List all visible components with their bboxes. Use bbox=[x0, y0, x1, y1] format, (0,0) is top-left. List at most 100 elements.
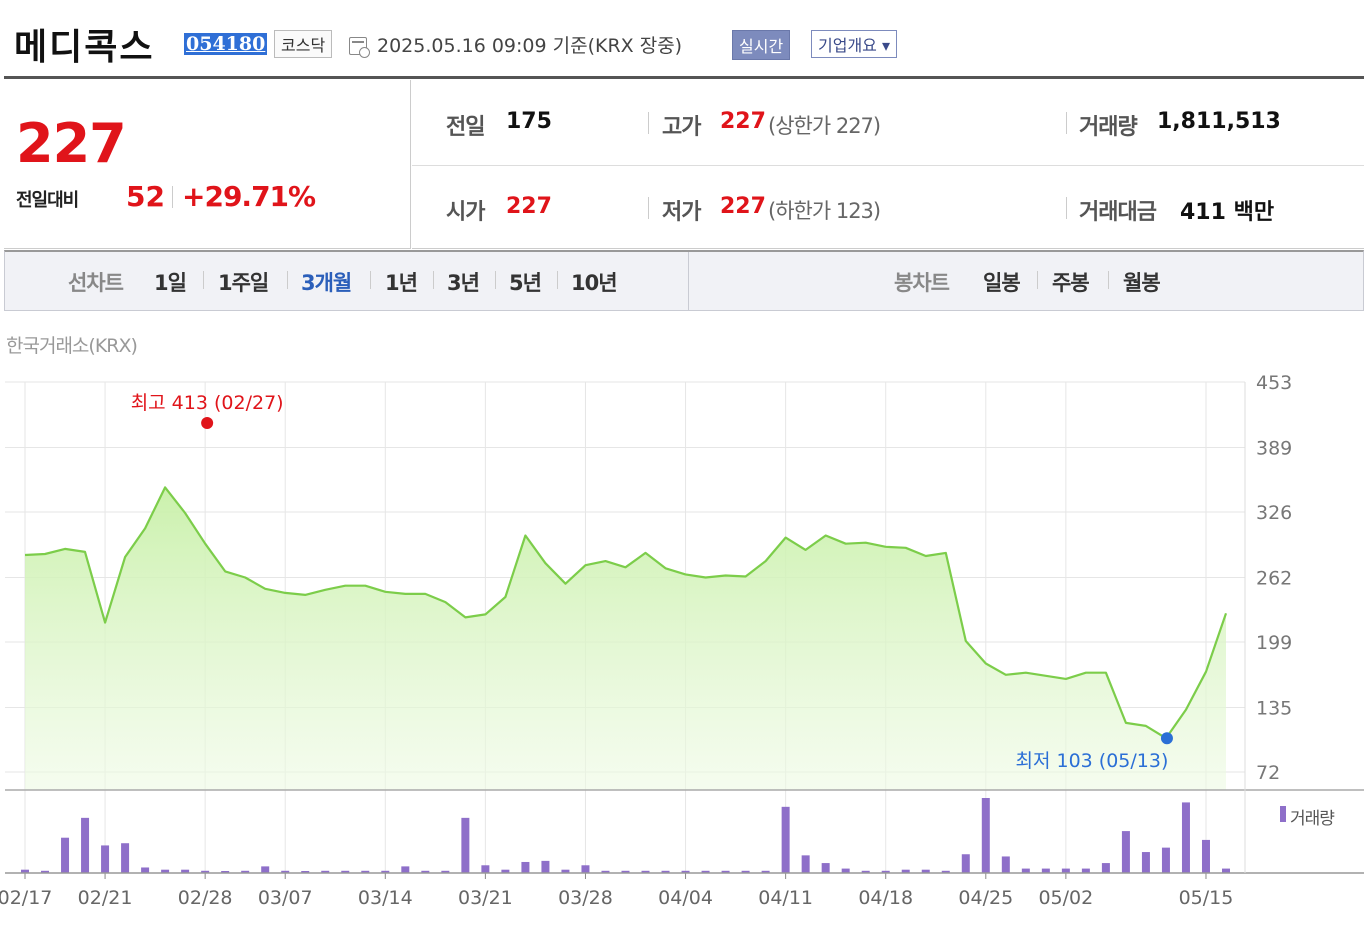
volume-bar bbox=[1141, 852, 1150, 873]
x-tick-label: 05/02 bbox=[1038, 887, 1093, 909]
divider bbox=[370, 271, 371, 289]
high-marker bbox=[201, 416, 214, 429]
tab-candle-daily[interactable]: 일봉 bbox=[983, 271, 1021, 295]
prev-close-value: 175 bbox=[506, 109, 552, 134]
volume-bar bbox=[81, 817, 90, 873]
calendar-clock-icon bbox=[349, 37, 370, 58]
volume-bar bbox=[861, 870, 870, 873]
tab-period-3m[interactable]: 3개월 bbox=[301, 271, 352, 295]
volume-bar bbox=[781, 806, 790, 873]
volume-legend-swatch bbox=[1280, 806, 1286, 822]
volume-bar bbox=[381, 870, 390, 873]
volume-legend-label: 거래량 bbox=[1290, 809, 1335, 829]
volume-bar bbox=[481, 865, 490, 873]
volume-bar bbox=[201, 870, 210, 873]
volume-bar bbox=[1081, 868, 1090, 873]
tab-period-1w[interactable]: 1주일 bbox=[218, 271, 269, 295]
header-divider bbox=[4, 76, 1364, 79]
current-price: 227 bbox=[16, 112, 127, 175]
open-value: 227 bbox=[506, 194, 552, 219]
y-tick-label: 135 bbox=[1256, 698, 1292, 720]
divider bbox=[648, 112, 649, 134]
low-label: 최저 103 (05/13) bbox=[1016, 750, 1169, 772]
y-tick-label: 453 bbox=[1256, 372, 1292, 394]
as-of-timestamp: 2025.05.16 09:09 기준(KRX 장중) bbox=[377, 35, 683, 57]
open-label: 시가 bbox=[446, 200, 485, 225]
stats-bottom-border bbox=[412, 248, 1364, 249]
volume-bar bbox=[841, 868, 850, 873]
x-tick-label: 02/17 bbox=[0, 887, 52, 909]
volume-bar bbox=[601, 870, 610, 873]
volume-bar bbox=[661, 870, 670, 873]
change-label: 전일대비 bbox=[16, 190, 79, 211]
volume-bar bbox=[561, 869, 570, 873]
low-value: 227 bbox=[720, 194, 766, 219]
volume-bar bbox=[421, 870, 430, 873]
volume-bar bbox=[961, 854, 970, 873]
divider bbox=[1037, 271, 1038, 289]
volume-bar bbox=[921, 869, 930, 873]
volume-bar bbox=[261, 866, 270, 873]
volume-bar bbox=[301, 871, 310, 873]
x-tick-label: 03/07 bbox=[258, 887, 313, 909]
volume-bar bbox=[581, 865, 590, 873]
divider bbox=[1066, 112, 1067, 134]
volume-bar bbox=[1161, 847, 1170, 873]
volume-bar bbox=[981, 798, 990, 873]
tab-candle-monthly[interactable]: 월봉 bbox=[1123, 271, 1161, 295]
volume-bar bbox=[821, 863, 830, 873]
tab-candle-weekly[interactable]: 주봉 bbox=[1052, 271, 1090, 295]
volume-bar bbox=[21, 869, 29, 873]
volume-bar bbox=[501, 869, 510, 873]
volume-bar bbox=[221, 871, 230, 873]
volume-bar bbox=[161, 869, 170, 873]
divider bbox=[203, 271, 204, 289]
divider bbox=[648, 197, 649, 219]
x-tick-label: 04/04 bbox=[658, 887, 713, 909]
tab-bar-divider bbox=[688, 252, 689, 310]
divider bbox=[495, 271, 496, 289]
x-tick-label: 04/25 bbox=[958, 887, 1013, 909]
volume-bar bbox=[361, 870, 370, 873]
candle-chart-label: 봉차트 bbox=[894, 271, 950, 295]
volume-bar bbox=[41, 870, 50, 873]
line-chart-label: 선차트 bbox=[68, 271, 124, 295]
volume-bar bbox=[741, 870, 750, 873]
volume-bar bbox=[1061, 868, 1070, 873]
upper-limit: (상한가 227) bbox=[768, 114, 881, 138]
row-divider bbox=[412, 165, 1364, 166]
y-tick-label: 72 bbox=[1256, 762, 1280, 784]
volume-bar bbox=[541, 860, 550, 873]
divider bbox=[1066, 197, 1067, 219]
divider bbox=[172, 186, 173, 208]
amount-label: 거래대금 bbox=[1079, 200, 1157, 225]
volume-bar bbox=[1201, 839, 1210, 873]
exchange-label: 한국거래소(KRX) bbox=[6, 335, 138, 357]
volume-bar bbox=[281, 870, 290, 873]
tab-period-5y[interactable]: 5년 bbox=[509, 271, 542, 295]
volume-bar bbox=[761, 870, 770, 873]
tab-period-3y[interactable]: 3년 bbox=[447, 271, 480, 295]
x-tick-label: 03/21 bbox=[458, 887, 513, 909]
volume-bar bbox=[1001, 856, 1010, 873]
volume-bar bbox=[341, 870, 350, 873]
high-label: 최고 413 (02/27) bbox=[131, 392, 284, 414]
company-overview-dropdown[interactable]: 기업개요 ▾ bbox=[811, 30, 897, 58]
chart-tab-bar bbox=[4, 250, 1364, 311]
tab-period-1d[interactable]: 1일 bbox=[154, 271, 187, 295]
volume-bar bbox=[641, 870, 650, 873]
tab-period-10y[interactable]: 10년 bbox=[571, 271, 618, 295]
price-line bbox=[24, 486, 1228, 740]
divider bbox=[1108, 271, 1109, 289]
volume-bar bbox=[901, 869, 910, 873]
stock-code[interactable]: 054180 bbox=[184, 33, 268, 55]
volume-label: 거래량 bbox=[1079, 115, 1138, 140]
volume-bar bbox=[401, 866, 410, 873]
y-tick-label: 326 bbox=[1256, 502, 1292, 524]
high-value: 227 bbox=[720, 109, 766, 134]
tab-period-1y[interactable]: 1년 bbox=[385, 271, 418, 295]
realtime-button[interactable]: 실시간 bbox=[732, 30, 791, 60]
change-percent: +29.71% bbox=[182, 180, 316, 213]
volume-bar bbox=[321, 870, 330, 873]
